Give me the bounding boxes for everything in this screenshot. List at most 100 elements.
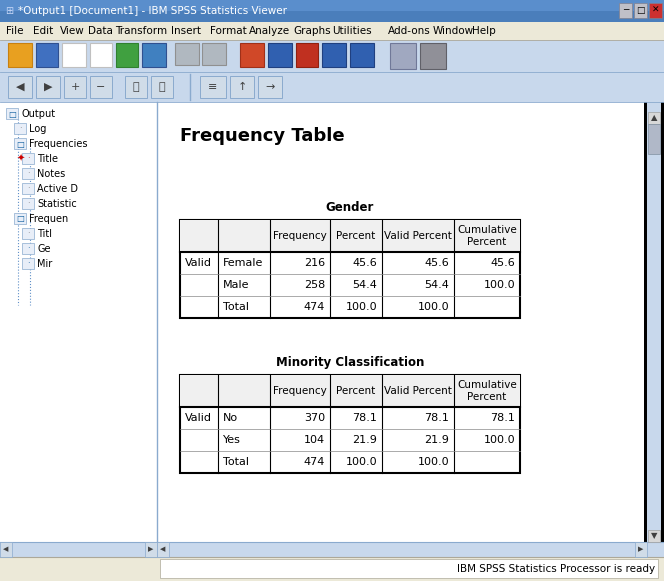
Bar xyxy=(296,43,318,67)
Bar xyxy=(180,375,520,407)
Bar xyxy=(200,76,226,98)
Text: 45.6: 45.6 xyxy=(352,258,377,268)
Bar xyxy=(22,168,34,179)
Bar xyxy=(14,213,26,224)
Text: 104: 104 xyxy=(304,435,325,445)
Text: Frequency: Frequency xyxy=(273,231,327,241)
Text: Percent: Percent xyxy=(337,231,376,241)
Text: Help: Help xyxy=(471,26,495,36)
Bar xyxy=(90,76,112,98)
Text: Graphs: Graphs xyxy=(293,26,331,36)
Bar xyxy=(22,198,34,209)
Bar xyxy=(157,542,169,557)
Text: Log: Log xyxy=(29,124,46,134)
Bar xyxy=(64,76,86,98)
Text: 100.0: 100.0 xyxy=(483,435,515,445)
Text: ·: · xyxy=(27,170,29,178)
Bar xyxy=(6,108,18,119)
Text: Edit: Edit xyxy=(33,26,53,36)
Text: Data: Data xyxy=(88,26,112,36)
Text: ▶: ▶ xyxy=(148,547,153,553)
Bar xyxy=(322,43,346,67)
Bar xyxy=(240,43,264,67)
Text: Insert: Insert xyxy=(171,26,201,36)
Text: 370: 370 xyxy=(304,413,325,423)
Bar xyxy=(180,375,520,473)
Text: Title: Title xyxy=(37,154,58,164)
Text: Male: Male xyxy=(223,280,250,290)
Text: ─: ─ xyxy=(623,6,628,15)
Bar xyxy=(420,43,446,69)
Text: 45.6: 45.6 xyxy=(490,258,515,268)
Bar xyxy=(649,3,662,18)
Text: ·: · xyxy=(27,199,29,209)
Bar xyxy=(0,72,664,102)
Text: Window: Window xyxy=(433,26,474,36)
Bar xyxy=(0,542,664,557)
Text: Valid Percent: Valid Percent xyxy=(384,386,452,396)
Text: □: □ xyxy=(8,109,16,119)
Bar xyxy=(180,220,520,252)
Bar xyxy=(8,43,32,67)
Text: Active D: Active D xyxy=(37,184,78,194)
Text: −: − xyxy=(96,82,106,92)
Text: ▶: ▶ xyxy=(638,547,643,553)
Text: 21.9: 21.9 xyxy=(352,435,377,445)
Bar xyxy=(157,102,644,542)
Bar xyxy=(0,557,664,581)
Bar xyxy=(36,43,58,67)
Bar xyxy=(648,112,660,124)
Text: ·: · xyxy=(27,245,29,253)
Bar xyxy=(0,0,664,11)
Text: ✕: ✕ xyxy=(652,6,659,15)
Text: Valid: Valid xyxy=(185,413,212,423)
Text: Ge: Ge xyxy=(37,244,50,254)
Text: ▲: ▲ xyxy=(651,113,657,123)
Bar xyxy=(258,76,282,98)
Text: File: File xyxy=(6,26,23,36)
Text: ⬛: ⬛ xyxy=(133,82,139,92)
Text: Add-ons: Add-ons xyxy=(388,26,431,36)
Text: No: No xyxy=(223,413,238,423)
Text: ✦: ✦ xyxy=(17,154,25,164)
Bar xyxy=(0,542,12,557)
Text: Output: Output xyxy=(21,109,55,119)
Text: □: □ xyxy=(16,139,24,149)
Bar xyxy=(0,40,664,72)
Text: 474: 474 xyxy=(303,302,325,312)
Bar xyxy=(116,43,138,67)
Text: 78.1: 78.1 xyxy=(352,413,377,423)
Text: *Output1 [Document1] - IBM SPSS Statistics Viewer: *Output1 [Document1] - IBM SPSS Statisti… xyxy=(18,6,287,16)
Text: □: □ xyxy=(16,214,24,224)
Text: Minority Classification: Minority Classification xyxy=(276,356,424,369)
Text: 100.0: 100.0 xyxy=(345,302,377,312)
Bar xyxy=(90,43,112,67)
Bar xyxy=(634,3,647,18)
Bar xyxy=(268,43,292,67)
Text: Transform: Transform xyxy=(115,26,167,36)
Bar xyxy=(160,559,658,578)
Text: View: View xyxy=(60,26,85,36)
Bar xyxy=(151,76,173,98)
Text: Female: Female xyxy=(223,258,264,268)
Text: Yes: Yes xyxy=(223,435,241,445)
Bar xyxy=(648,530,660,542)
Text: 54.4: 54.4 xyxy=(424,280,449,290)
Bar xyxy=(8,76,32,98)
Text: 258: 258 xyxy=(303,280,325,290)
Text: 100.0: 100.0 xyxy=(345,457,377,467)
Text: ·: · xyxy=(27,155,29,163)
Bar xyxy=(14,138,26,149)
Text: 45.6: 45.6 xyxy=(424,258,449,268)
Text: ·: · xyxy=(27,185,29,193)
Text: Total: Total xyxy=(223,457,249,467)
Text: ▶: ▶ xyxy=(44,82,52,92)
Text: 78.1: 78.1 xyxy=(490,413,515,423)
Bar xyxy=(22,228,34,239)
Bar xyxy=(175,43,199,65)
Text: ◀: ◀ xyxy=(3,547,9,553)
Text: Frequency: Frequency xyxy=(273,386,327,396)
Text: 54.4: 54.4 xyxy=(352,280,377,290)
Text: ↑: ↑ xyxy=(237,82,247,92)
Text: 78.1: 78.1 xyxy=(424,413,449,423)
